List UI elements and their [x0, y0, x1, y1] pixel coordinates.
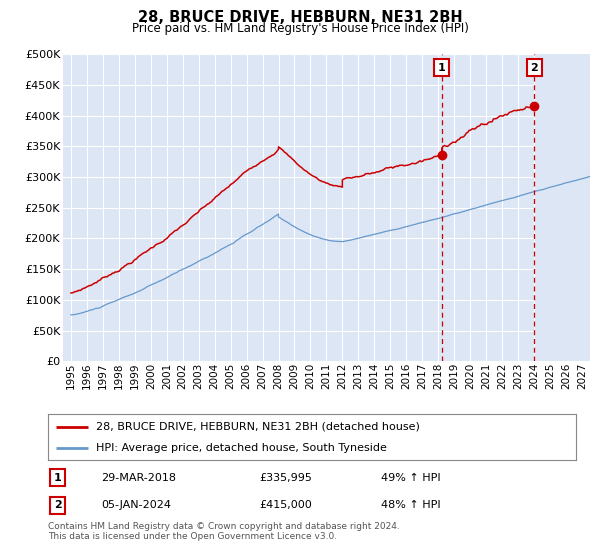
Text: £335,995: £335,995: [259, 473, 312, 483]
Text: £415,000: £415,000: [259, 500, 312, 510]
Text: 05-JAN-2024: 05-JAN-2024: [101, 500, 171, 510]
Text: 49% ↑ HPI: 49% ↑ HPI: [380, 473, 440, 483]
Text: HPI: Average price, detached house, South Tyneside: HPI: Average price, detached house, Sout…: [95, 443, 386, 453]
Text: 1: 1: [53, 473, 61, 483]
Bar: [535, 54, 590, 361]
Text: Contains HM Land Registry data © Crown copyright and database right 2024.
This d: Contains HM Land Registry data © Crown c…: [48, 522, 400, 542]
Text: 28, BRUCE DRIVE, HEBBURN, NE31 2BH: 28, BRUCE DRIVE, HEBBURN, NE31 2BH: [137, 10, 463, 25]
Text: 2: 2: [530, 63, 538, 73]
Text: 48% ↑ HPI: 48% ↑ HPI: [380, 500, 440, 510]
Text: 1: 1: [438, 63, 446, 73]
Text: 2: 2: [53, 500, 61, 510]
Text: Price paid vs. HM Land Registry's House Price Index (HPI): Price paid vs. HM Land Registry's House …: [131, 22, 469, 35]
Text: 29-MAR-2018: 29-MAR-2018: [101, 473, 176, 483]
Text: 28, BRUCE DRIVE, HEBBURN, NE31 2BH (detached house): 28, BRUCE DRIVE, HEBBURN, NE31 2BH (deta…: [95, 422, 419, 432]
